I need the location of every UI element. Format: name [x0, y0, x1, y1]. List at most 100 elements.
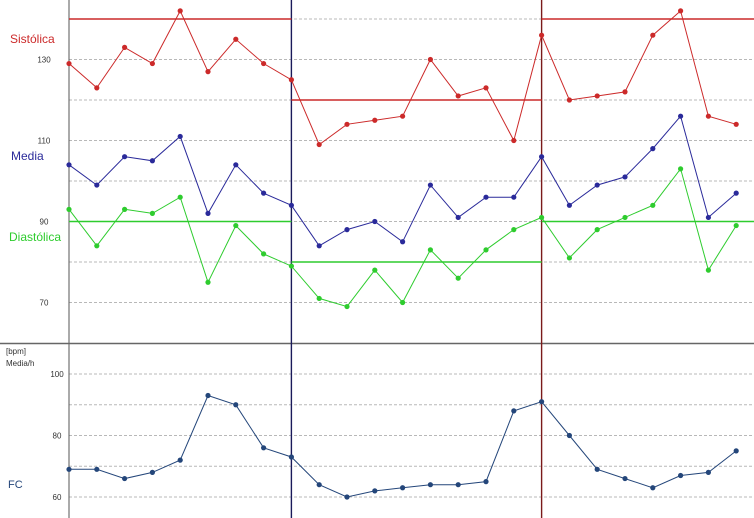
- hr-gridlines: [69, 373, 754, 498]
- systolic-series-point: [94, 85, 100, 91]
- hr-series-point: [622, 475, 628, 482]
- diastolic-series-point: [344, 303, 350, 310]
- diastolic-series-point: [177, 194, 183, 200]
- mean-series-point: [288, 202, 294, 208]
- diastolic-series-point: [733, 222, 739, 229]
- systolic-series-point: [122, 44, 128, 50]
- mean-label: Media: [11, 149, 44, 163]
- mean-series-point: [511, 194, 517, 200]
- mean-series-point: [678, 113, 684, 119]
- systolic-series-point: [400, 113, 406, 119]
- bp-series: [66, 8, 739, 310]
- hr-series: [66, 392, 739, 500]
- systolic-series-point: [288, 77, 294, 83]
- bp-ytick-label: 130: [37, 56, 51, 65]
- diastolic-series-point: [622, 214, 628, 221]
- hr-ytick-label: 80: [53, 432, 62, 441]
- hr-series-point: [344, 494, 350, 500]
- mean-series-point: [400, 239, 406, 245]
- mean-series-point: [122, 154, 128, 160]
- hr-unit-label: [bpm]: [6, 347, 26, 356]
- mean-series-point: [261, 190, 267, 196]
- hr-sublabel: Media/h: [6, 359, 34, 368]
- hr-series-point: [122, 475, 128, 482]
- systolic-series-point: [650, 32, 656, 38]
- systolic-series-point: [566, 97, 573, 103]
- hr-series-point: [288, 454, 294, 460]
- diastolic-series-point: [483, 247, 489, 253]
- diastolic-series-point: [566, 255, 573, 261]
- diastolic-series-line: [68, 167, 737, 308]
- diastolic-series-point: [594, 227, 600, 233]
- diastolic-series-point: [372, 267, 378, 273]
- diastolic-series-point: [650, 202, 656, 208]
- hr-series-point: [566, 432, 573, 439]
- mean-series-point: [539, 154, 545, 160]
- hr-ytick-label: 100: [50, 370, 64, 379]
- diastolic-series-point: [149, 210, 155, 216]
- systolic-series-point: [177, 8, 183, 14]
- threshold-lines: [69, 18, 754, 263]
- hr-series-point: [733, 448, 739, 454]
- systolic-series-point: [344, 121, 350, 127]
- mean-series-point: [233, 162, 239, 168]
- diastolic-series-point: [400, 299, 406, 306]
- diastolic-series-point: [705, 267, 712, 273]
- mean-series-point: [705, 214, 712, 221]
- hr-series-point: [94, 466, 100, 472]
- systolic-series-point: [66, 60, 72, 67]
- systolic-series-point: [594, 93, 600, 99]
- hr-series-point: [650, 485, 656, 491]
- systolic-series-point: [511, 137, 517, 144]
- mean-series-point: [344, 227, 350, 233]
- hr-series-point: [177, 457, 183, 463]
- hr-series-point: [427, 482, 433, 488]
- bp-ytick-label: 110: [38, 137, 51, 146]
- hr-series-point: [539, 399, 545, 405]
- mean-series-point: [205, 210, 211, 216]
- systolic-series-line: [68, 9, 737, 146]
- hr-series-point: [66, 466, 72, 472]
- mean-series-point: [177, 133, 183, 140]
- diastolic-series-point: [261, 251, 267, 257]
- systolic-series-point: [678, 8, 684, 14]
- diastolic-series-point: [678, 166, 684, 172]
- diastolic-series-point: [233, 222, 239, 229]
- systolic-series-point: [261, 60, 267, 67]
- mean-series-point: [733, 190, 739, 196]
- mean-series-point: [427, 182, 433, 188]
- mean-series-point: [594, 182, 600, 188]
- diastolic-series-point: [511, 227, 517, 233]
- hr-series-point: [205, 392, 211, 399]
- systolic-series-point: [705, 113, 712, 119]
- hr-series-point: [233, 402, 239, 408]
- hr-ytick-label: 60: [53, 493, 62, 502]
- mean-series-point: [149, 158, 155, 164]
- hr-series-line: [69, 394, 737, 498]
- systolic-series-point: [149, 60, 155, 67]
- diastolic-series-point: [66, 206, 72, 212]
- bp-gridlines: [69, 18, 754, 303]
- systolic-series-point: [205, 69, 211, 75]
- diastolic-series-point: [122, 206, 128, 212]
- systolic-series-point: [316, 141, 322, 148]
- bp-ytick-label: 90: [40, 218, 49, 227]
- diastolic-series-point: [94, 243, 100, 249]
- systolic-series-point: [455, 93, 461, 99]
- mean-series-point: [316, 243, 322, 249]
- mean-series-point: [650, 146, 656, 152]
- diastolic-label: Diastólica: [9, 230, 61, 244]
- mean-series-point: [66, 162, 72, 168]
- hr-series-point: [594, 466, 600, 472]
- mean-series-point: [622, 174, 628, 180]
- hr-series-point: [372, 488, 378, 494]
- systolic-series-point: [539, 32, 545, 38]
- mean-series-point: [455, 214, 461, 221]
- systolic-series-point: [622, 89, 628, 95]
- mean-series-point: [483, 194, 489, 200]
- hr-series-point: [483, 479, 489, 485]
- hr-series-point: [261, 445, 267, 451]
- hr-series-point: [705, 469, 712, 475]
- hr-series-point: [400, 485, 406, 491]
